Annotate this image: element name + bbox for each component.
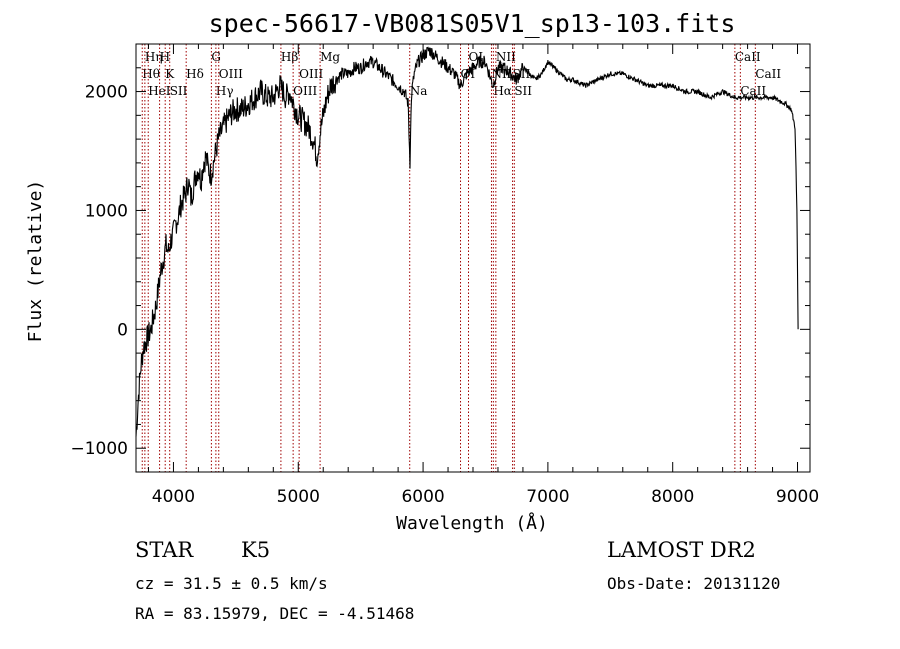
line-label-7: G <box>211 50 221 64</box>
line-label-12: OIII <box>299 67 323 81</box>
chart-title: spec-56617-VB081S05V1_sp13-103.fits <box>209 9 736 38</box>
spectral-line-markers: HθHηHeIHKSIIHδGHγOIIIHβOIIIOIIIMgNaOIOIN… <box>141 44 781 472</box>
axis-ticks: 4000 5000 6000 7000 8000 9000 −1000 0 1000 2000 <box>70 43 819 507</box>
line-label-22: CaII <box>735 50 761 64</box>
line-label-1: Hη <box>145 50 163 64</box>
x-tick-label: 4000 <box>152 487 195 507</box>
line-label-4: K <box>165 67 175 81</box>
line-label-9: OIII <box>219 67 243 81</box>
observation-date: Obs-Date: 20131120 <box>607 574 781 593</box>
redshift-cz: cz = 31.5 ± 0.5 km/s <box>135 574 328 593</box>
line-label-6: Hδ <box>186 67 204 81</box>
line-label-0: Hθ <box>142 67 160 81</box>
line-label-13: Mg <box>320 50 340 64</box>
line-label-3: H <box>160 50 170 64</box>
line-label-24: CaII <box>755 67 781 81</box>
x-axis-label: Wavelength (Å) <box>396 512 548 534</box>
object-class: STAR <box>135 538 194 562</box>
line-label-14: Na <box>410 84 428 98</box>
line-label-18: Hα <box>493 84 512 98</box>
survey-name: LAMOST DR2 <box>607 538 756 562</box>
spectrum-series-line <box>135 46 799 437</box>
ra-dec-coordinates: RA = 83.15979, DEC = -4.51468 <box>135 604 415 623</box>
y-axis-label: Flux (relative) <box>25 180 46 343</box>
line-label-16: OI <box>469 50 484 64</box>
line-label-19: NII <box>496 50 516 64</box>
line-label-5: SII <box>170 84 188 98</box>
line-label-23: CaII <box>740 84 766 98</box>
x-tick-label: 9000 <box>776 487 819 507</box>
x-tick-label: 5000 <box>277 487 320 507</box>
y-tick-label: −1000 <box>70 439 128 459</box>
line-label-8: Hγ <box>216 84 234 98</box>
object-subclass: K5 <box>241 538 271 562</box>
line-label-10: Hβ <box>281 50 298 64</box>
line-label-21: SII <box>514 84 532 98</box>
y-tick-label: 1000 <box>85 201 128 221</box>
y-tick-label: 0 <box>117 320 128 340</box>
x-tick-label: 8000 <box>651 487 694 507</box>
line-label-11: OIII <box>293 84 317 98</box>
x-tick-label: 6000 <box>401 487 444 507</box>
y-tick-label: 2000 <box>85 83 128 103</box>
x-tick-label: 7000 <box>526 487 569 507</box>
